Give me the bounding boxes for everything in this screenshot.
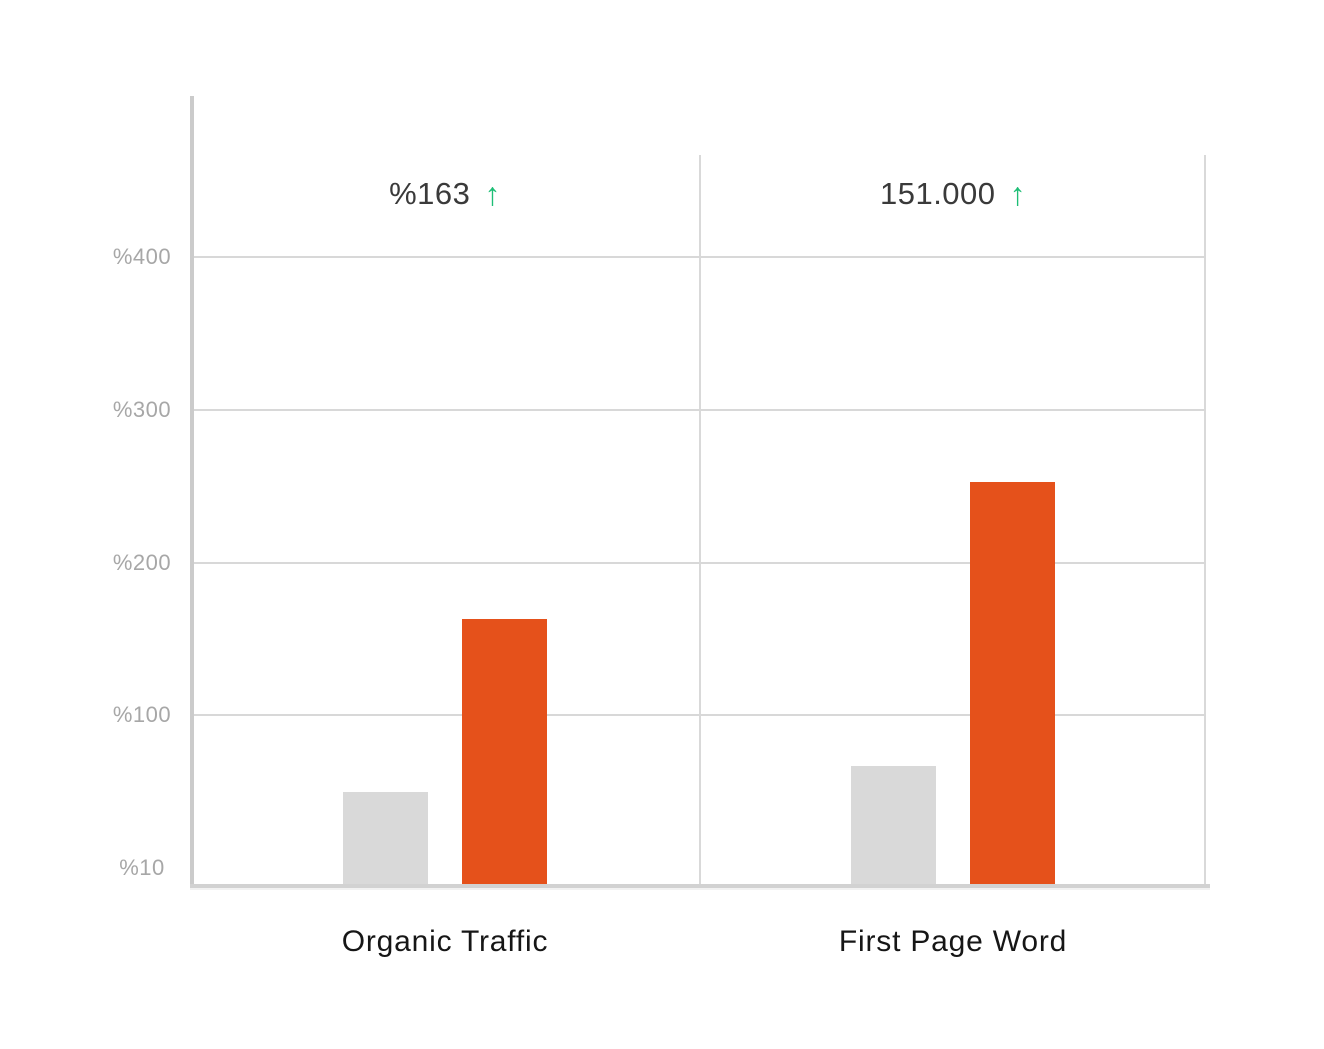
group-divider-line: [699, 155, 701, 884]
up-arrow-icon: ↑: [1009, 176, 1027, 212]
gridline-400: [194, 256, 1206, 258]
gridline-300: [194, 408, 1206, 411]
bar-before-first-page-word: [851, 766, 936, 884]
y-tick-label-100: %100: [112, 702, 172, 728]
bar-after-organic-traffic: [462, 619, 547, 884]
bar-after-first-page-word: [970, 481, 1055, 884]
x-axis-line: [190, 884, 1210, 888]
annotation-first-page-word: 151.000 ↑: [700, 174, 1206, 214]
category-label-organic-traffic: Organic Traffic: [341, 925, 549, 958]
gridline-100: [194, 714, 1206, 717]
gridline-200: [194, 561, 1206, 564]
category-label-first-page-word: First Page Word: [838, 925, 1068, 958]
y-tick-label-300: %300: [112, 396, 172, 422]
bar-before-organic-traffic: [343, 791, 428, 884]
y-tick-label-200: %200: [112, 549, 172, 575]
annotation-value: 151.000: [879, 176, 996, 211]
y-tick-label-400: %400: [112, 244, 172, 269]
up-arrow-icon: ↑: [484, 176, 501, 212]
y-axis-line: [190, 96, 194, 888]
annotation-value: %163: [389, 176, 471, 211]
y-tick-label-10: %10: [119, 855, 165, 880]
plot-right-border-line: [1204, 155, 1206, 884]
annotation-organic-traffic: %163 ↑: [190, 174, 700, 214]
